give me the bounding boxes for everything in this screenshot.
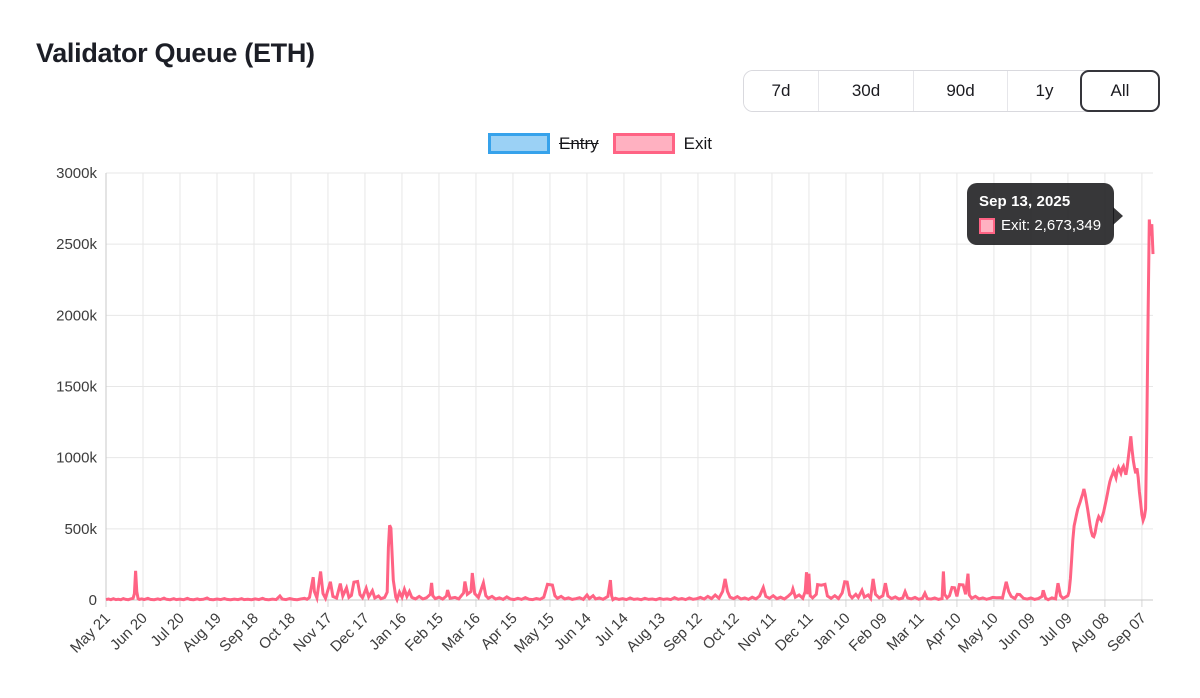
exit-legend-label: Exit xyxy=(683,133,713,153)
x-axis-label: Aug 19 xyxy=(179,610,225,656)
y-axis-label: 1000k xyxy=(56,450,97,467)
x-axis-label: Sep 12 xyxy=(660,610,706,656)
x-axis-label: Nov 17 xyxy=(290,610,336,656)
legend-item-entry[interactable]: Entry xyxy=(487,133,599,154)
range-button-all[interactable]: All xyxy=(1080,70,1160,112)
x-axis-label: Aug 13 xyxy=(623,610,669,656)
x-axis-label: Dec 17 xyxy=(327,610,373,656)
page-title: Validator Queue (ETH) xyxy=(36,38,315,69)
y-axis-label: 500k xyxy=(64,521,97,538)
range-button-30d[interactable]: 30d xyxy=(819,71,914,111)
chart-legend: Entry Exit xyxy=(0,133,1200,154)
x-axis-label: Jun 09 xyxy=(995,610,1039,654)
legend-item-exit[interactable]: Exit xyxy=(612,133,713,154)
tooltip-exit-swatch xyxy=(979,217,995,234)
x-axis-label: Aug 08 xyxy=(1067,610,1113,656)
x-axis-label: May 10 xyxy=(955,610,1002,657)
entry-legend-label: Entry xyxy=(558,133,599,153)
y-axis-label: 1500k xyxy=(56,379,97,396)
tooltip-row: Exit: 2,673,349 xyxy=(979,217,1101,234)
x-axis-label: May 21 xyxy=(67,610,114,657)
x-axis-label: Mar 11 xyxy=(884,610,928,654)
x-axis-label: Sep 18 xyxy=(216,610,262,656)
x-axis-label: Jan 10 xyxy=(810,610,854,654)
range-selector: 7d 30d 90d 1y All xyxy=(743,70,1160,112)
range-button-90d[interactable]: 90d xyxy=(914,71,1008,111)
y-axis-label: 3000k xyxy=(56,165,97,182)
range-button-1y[interactable]: 1y xyxy=(1008,71,1081,111)
chart-area[interactable]: 0 500k 1000k 1500k 2000k 2500k 3000k May 21 Jun … xyxy=(0,158,1200,698)
x-axis-label: Jun 14 xyxy=(551,610,595,654)
exit-line xyxy=(105,219,1155,604)
x-axis-label: Mar 16 xyxy=(439,610,484,655)
chart-tooltip: Sep 13, 2025 Exit: 2,673,349 xyxy=(967,183,1124,245)
y-axis-label: 2000k xyxy=(56,307,97,324)
tooltip-caret-icon xyxy=(1113,207,1124,225)
entry-legend-swatch xyxy=(487,133,550,154)
exit-legend-swatch xyxy=(612,133,675,154)
tooltip-date: Sep 13, 2025 xyxy=(979,193,1071,210)
x-axis-label: Dec 11 xyxy=(772,610,817,655)
y-axis-label: 0 xyxy=(89,592,97,609)
x-axis-label: Jan 16 xyxy=(366,610,410,654)
x-axis-label: Jun 20 xyxy=(107,610,151,654)
x-axis-label: Sep 07 xyxy=(1104,610,1150,656)
x-axis-label: Feb 09 xyxy=(846,610,891,655)
tooltip-value: Exit: 2,673,349 xyxy=(1001,217,1102,234)
x-axis-label: Feb 15 xyxy=(402,610,447,655)
range-button-7d[interactable]: 7d xyxy=(744,71,819,111)
y-axis-label: 2500k xyxy=(56,236,97,253)
x-axis-label: Oct 12 xyxy=(700,610,743,653)
x-axis-label: Nov 11 xyxy=(735,610,780,655)
x-axis-label: May 15 xyxy=(511,610,558,657)
